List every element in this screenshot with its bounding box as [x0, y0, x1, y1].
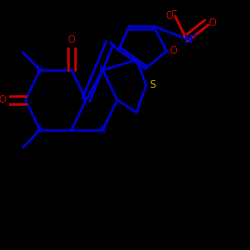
Text: S: S: [150, 80, 156, 90]
Text: N: N: [36, 65, 44, 75]
Text: O: O: [0, 95, 6, 105]
Text: O: O: [165, 11, 173, 21]
Text: N: N: [99, 65, 106, 75]
Text: N: N: [36, 125, 44, 135]
Text: −: −: [170, 6, 177, 15]
Text: O: O: [209, 18, 216, 28]
Text: +: +: [191, 31, 198, 40]
Text: N: N: [99, 125, 106, 135]
Text: N: N: [184, 35, 194, 45]
Text: O: O: [170, 46, 177, 56]
Text: O: O: [68, 35, 75, 45]
